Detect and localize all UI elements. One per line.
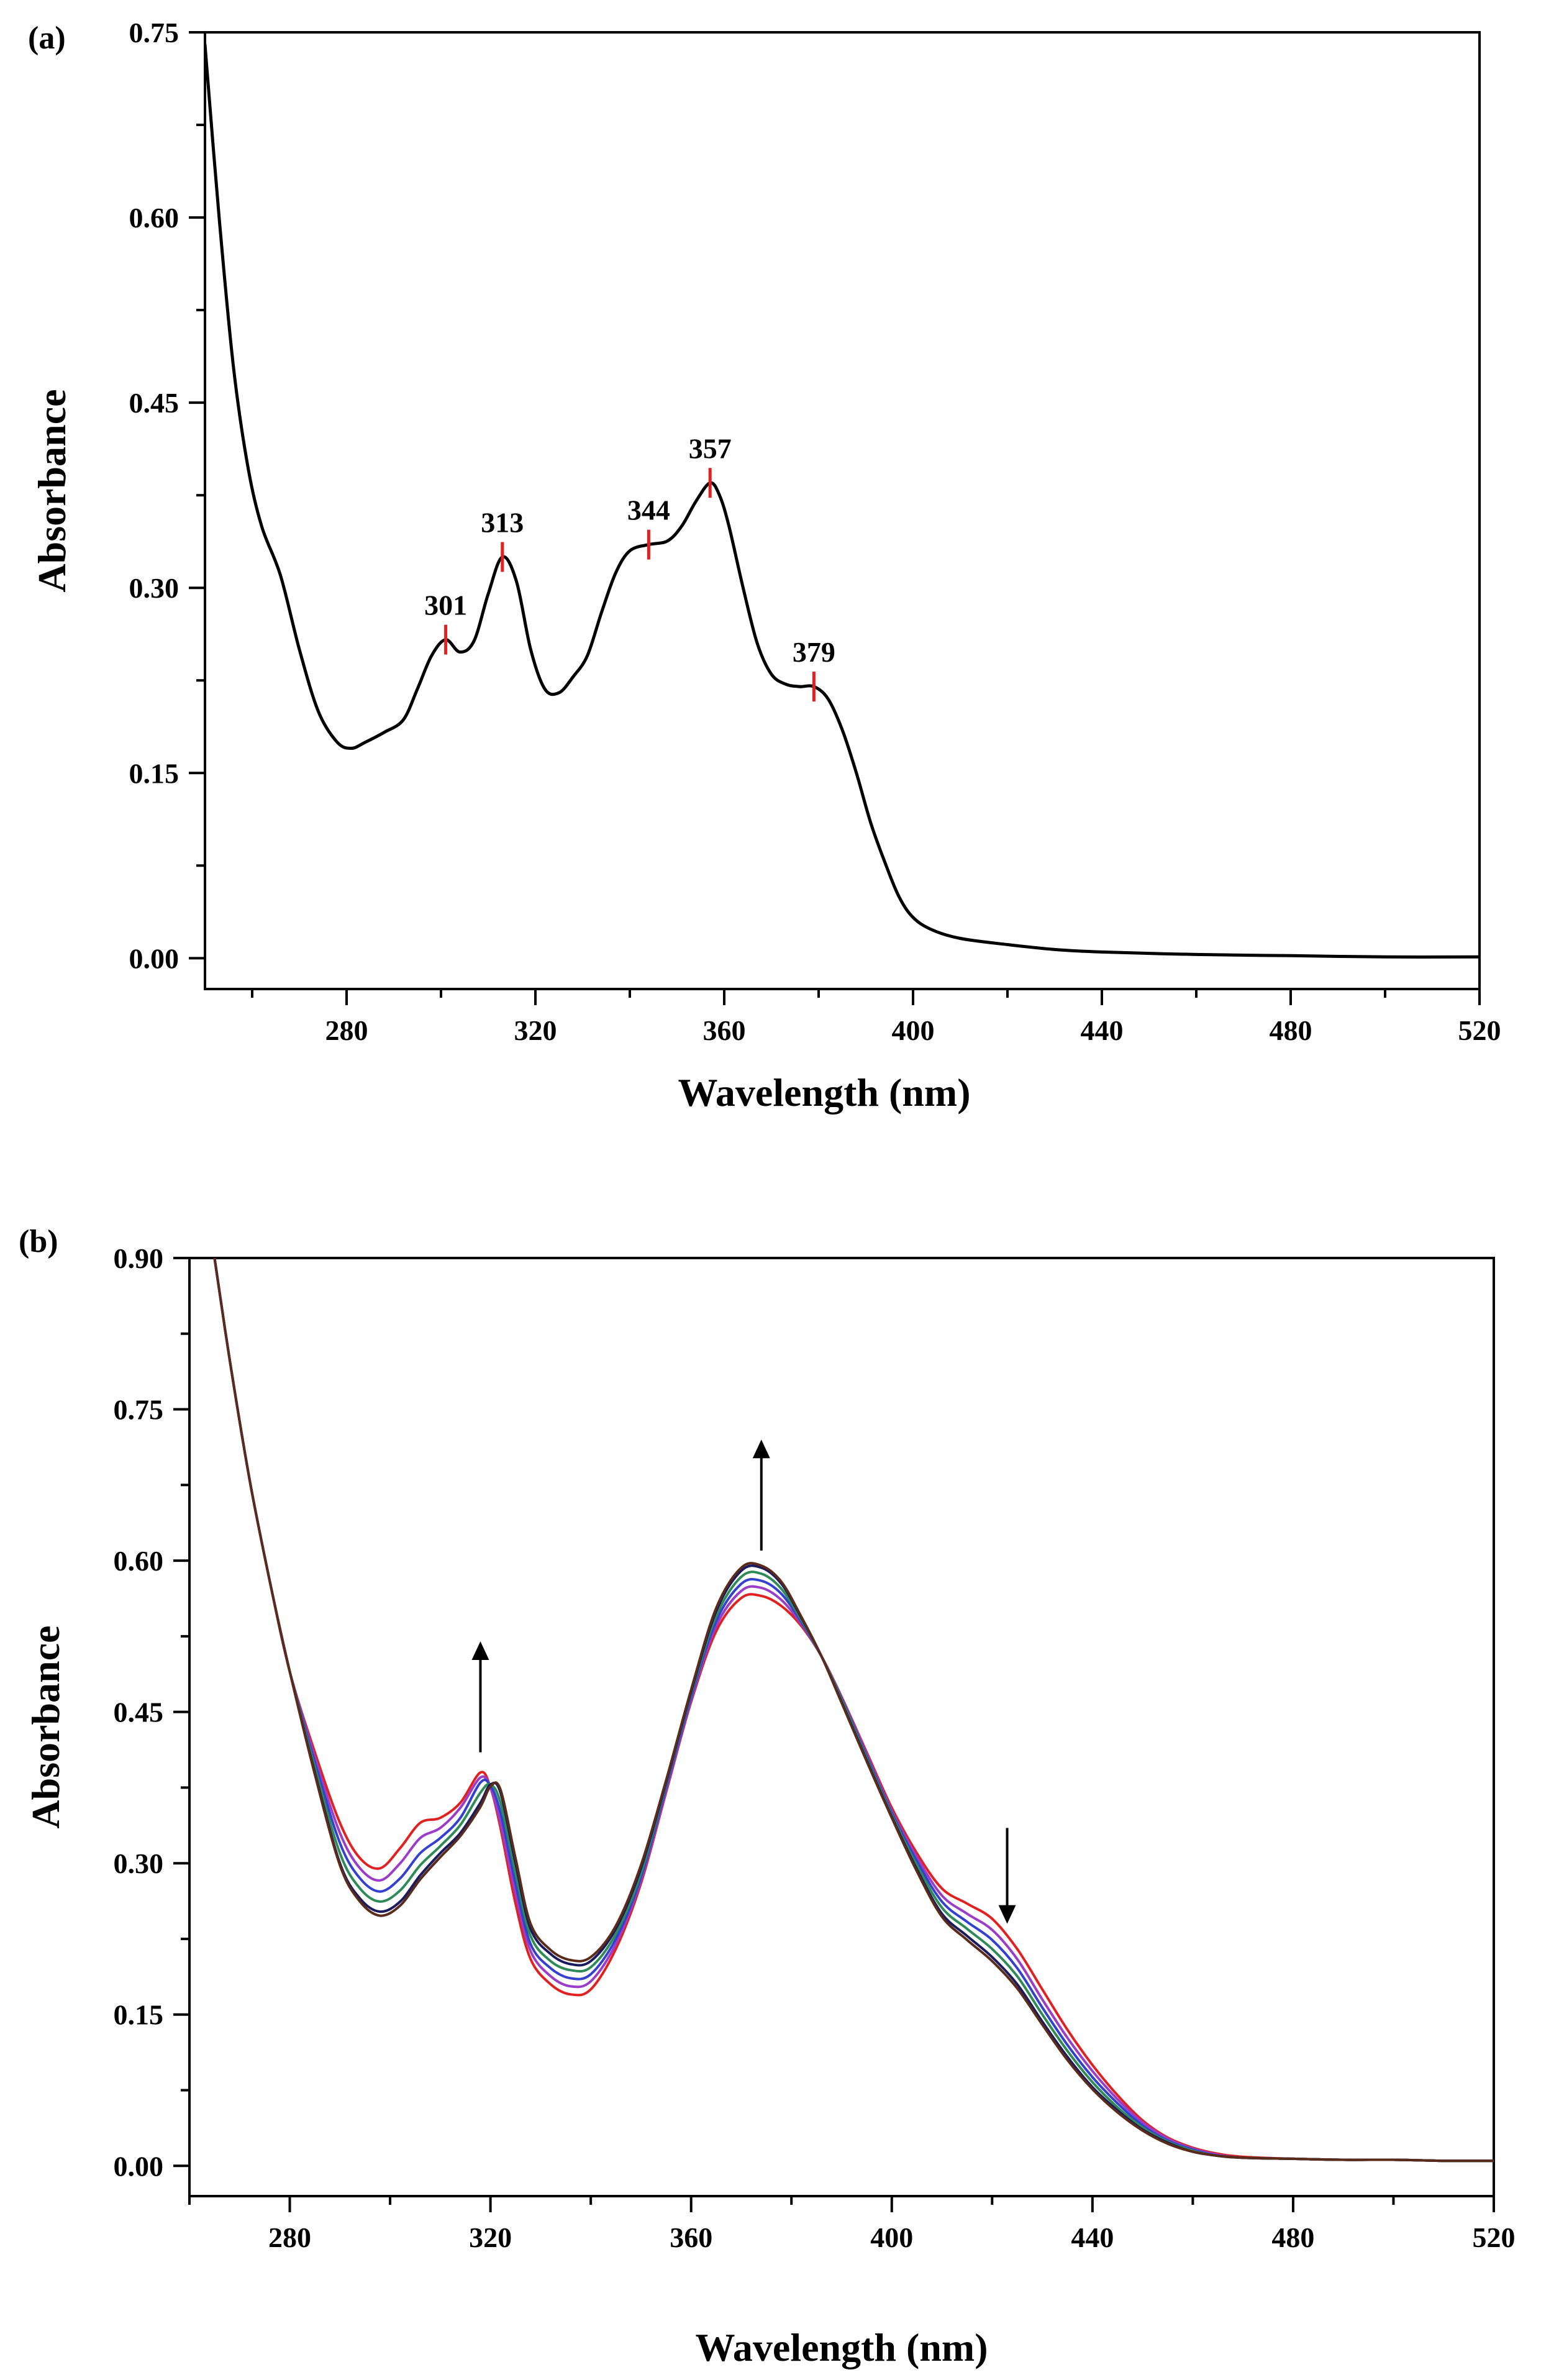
x-tick-label: 400 xyxy=(892,1014,935,1046)
x-tick-label: 520 xyxy=(1473,2222,1516,2253)
x-tick-label: 280 xyxy=(325,1014,368,1046)
peak-label: 357 xyxy=(689,432,732,464)
x-tick-label: 440 xyxy=(1071,2222,1114,2253)
x-tick-label: 520 xyxy=(1458,1014,1501,1046)
arrow-up-icon xyxy=(471,1641,489,1660)
panel-a-xlabel: Wavelength (nm) xyxy=(678,1070,970,1115)
series-line-0 xyxy=(205,43,1480,959)
panel-a-plot: 280 320 360 400 440 480 520 0.00 0.15 0.30 0.45 0.6… xyxy=(129,17,1501,1046)
y-tick-label: 0.00 xyxy=(129,942,180,974)
series-group xyxy=(213,1258,1494,2163)
y-tick-label: 0.15 xyxy=(114,1999,164,2031)
series-line-5 xyxy=(213,1258,1494,2163)
panel-a-label: (a) xyxy=(28,21,66,56)
panel-b-label: (b) xyxy=(19,1224,58,1259)
series-group xyxy=(205,43,1480,959)
peak-label: 301 xyxy=(424,590,467,621)
series-line-0 xyxy=(213,1258,1494,2163)
panel-b-ylabel: Absorbance xyxy=(24,1625,68,1828)
x-tick-label: 360 xyxy=(670,2222,712,2253)
x-tick-label: 320 xyxy=(514,1014,557,1046)
x-tick-label: 320 xyxy=(469,2222,512,2253)
x-tick-label: 480 xyxy=(1271,2222,1314,2253)
x-tick-label: 360 xyxy=(703,1014,746,1046)
arrow-up-icon xyxy=(752,1439,770,1459)
panel-a-chart: (a) 280 320 360 400 440 480 520 0.00 0.15 0.30 0.4… xyxy=(28,17,1501,1115)
y-tick-label: 0.45 xyxy=(129,387,180,419)
plot-frame xyxy=(188,1257,1495,2197)
x-tick-label: 480 xyxy=(1270,1014,1312,1046)
y-tick-label: 0.75 xyxy=(129,17,180,48)
plot-frame xyxy=(204,31,1481,990)
panel-a-ylabel: Absorbance xyxy=(30,389,74,592)
series-line-4 xyxy=(213,1258,1494,2163)
series-line-2 xyxy=(213,1258,1494,2163)
panel-b-plot: 280 320 360 400 440 480 520 0.00 0.15 0.30 0.45 0.6… xyxy=(114,1242,1516,2253)
y-tick-label: 0.15 xyxy=(129,757,180,789)
y-tick-label: 0.75 xyxy=(114,1394,164,1426)
y-tick-label: 0.60 xyxy=(129,202,180,234)
peak-label: 313 xyxy=(481,507,524,539)
panel-b-chart: (b) 280 320 360 400 440 480 520 0.00 0.15 0.30 0.4… xyxy=(19,1224,1516,2369)
y-tick-label: 0.45 xyxy=(114,1697,164,1728)
x-tick-label: 440 xyxy=(1081,1014,1124,1046)
peak-label: 379 xyxy=(793,636,835,668)
y-tick-label: 0.30 xyxy=(114,1848,164,1879)
x-tick-label: 280 xyxy=(268,2222,311,2253)
y-tick-label: 0.30 xyxy=(129,572,180,604)
series-line-1 xyxy=(213,1258,1494,2163)
panel-b-xlabel: Wavelength (nm) xyxy=(695,2325,988,2369)
series-line-3 xyxy=(213,1258,1494,2163)
arrow-down-icon xyxy=(998,1905,1016,1924)
x-tick-label: 400 xyxy=(870,2222,913,2253)
y-tick-label: 0.00 xyxy=(114,2150,164,2182)
y-tick-label: 0.60 xyxy=(114,1545,164,1577)
peak-label: 344 xyxy=(627,495,670,526)
y-tick-label: 0.90 xyxy=(114,1242,164,1274)
